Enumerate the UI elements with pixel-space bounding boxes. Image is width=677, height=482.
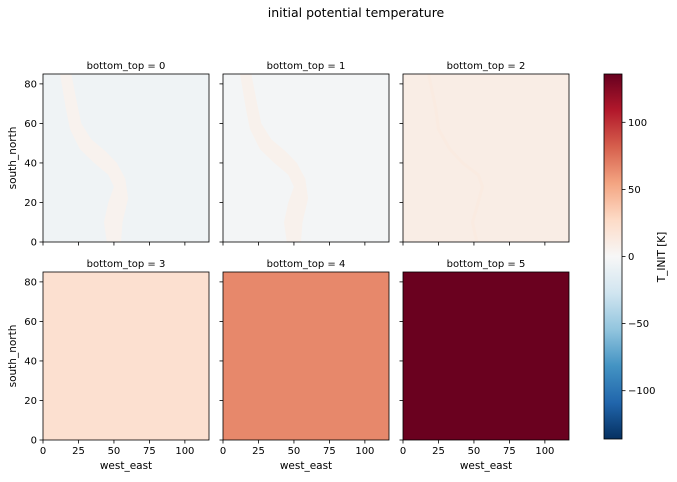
panel-5: bottom_top = 5 0 25 50 75 100 [399, 259, 570, 457]
x-tick-label: 50 [288, 446, 301, 457]
coastline-feature [427, 73, 484, 243]
panel-0: bottom_top = 0 0 20 40 60 80 [24, 61, 210, 249]
panel-title: bottom_top = 1 [267, 61, 346, 72]
x-tick-label: 75 [323, 446, 336, 457]
panel-frame [222, 271, 390, 441]
coastline-feature [60, 74, 129, 242]
panel-grid: bottom_top = 0 0 20 40 60 80 bottom_top = 1 bot… [24, 61, 570, 457]
panel-frame [402, 271, 570, 441]
x-axis-label-col-3: west_east [460, 460, 512, 472]
x-tick-label: 75 [503, 446, 516, 457]
colorbar-label: T_INIT [K] [656, 232, 668, 284]
colorbar-ticks: −100 −50 0 50 100 [622, 118, 655, 397]
x-tick-label: 50 [108, 446, 121, 457]
y-axis-label-row-1: south_north [7, 127, 19, 190]
colorbar-tick-label: 0 [628, 252, 634, 263]
y-tick-label: 60 [24, 317, 37, 328]
x-axis-label-col-2: west_east [280, 460, 332, 472]
panel-title: bottom_top = 3 [87, 259, 166, 270]
x-tick-label: 0 [400, 446, 406, 457]
y-tick-label: 40 [24, 158, 37, 169]
panel-4: bottom_top = 4 0 25 50 75 100 [219, 259, 390, 457]
colorbar-fill [604, 74, 622, 439]
panel-3: bottom_top = 3 0 25 50 75 100 0 20 40 60 80 [24, 259, 210, 457]
panel-heatmap [43, 272, 209, 440]
panel-heatmap [223, 272, 389, 440]
panel-title: bottom_top = 2 [447, 61, 526, 72]
panel-title: bottom_top = 4 [267, 259, 346, 270]
x-axis-label-col-1: west_east [100, 460, 152, 472]
colorbar-tick-label: 50 [628, 185, 641, 196]
panel-heatmap [403, 74, 569, 242]
colorbar: −100 −50 0 50 100 [603, 73, 655, 440]
coastline-feature [240, 74, 309, 242]
y-tick-label: 40 [24, 356, 37, 367]
y-tick-label: 80 [24, 79, 37, 90]
y-tick-label: 80 [24, 277, 37, 288]
panel-frame [222, 73, 390, 243]
colorbar-tick-label: 100 [628, 118, 647, 129]
y-tick-label: 0 [31, 238, 37, 249]
panel-title: bottom_top = 5 [447, 259, 526, 270]
y-tick-label: 20 [24, 198, 37, 209]
x-tick-label: 75 [143, 446, 156, 457]
x-tick-label: 100 [175, 446, 194, 457]
y-tick-label: 60 [24, 119, 37, 130]
x-tick-label: 100 [355, 446, 374, 457]
colorbar-tick-label: −50 [628, 319, 649, 330]
panel-title: bottom_top = 0 [87, 61, 166, 72]
colorbar-tick-label: −100 [628, 386, 655, 397]
x-tick-label: 100 [535, 446, 554, 457]
x-tick-label: 25 [252, 446, 265, 457]
panel-frame [42, 271, 210, 441]
panel-heatmap [403, 272, 569, 440]
x-tick-label: 0 [220, 446, 226, 457]
y-axis-label-row-2: south_north [7, 325, 19, 388]
x-tick-label: 0 [40, 446, 46, 457]
x-tick-label: 25 [72, 446, 85, 457]
figure-title: initial potential temperature [268, 5, 445, 20]
y-tick-label: 20 [24, 396, 37, 407]
panel-frame [402, 73, 570, 243]
x-tick-label: 50 [468, 446, 481, 457]
y-tick-label: 0 [31, 436, 37, 447]
panel-frame [42, 73, 210, 243]
panel-2: bottom_top = 2 [399, 61, 570, 246]
panel-1: bottom_top = 1 [219, 61, 390, 246]
x-tick-label: 25 [432, 446, 445, 457]
